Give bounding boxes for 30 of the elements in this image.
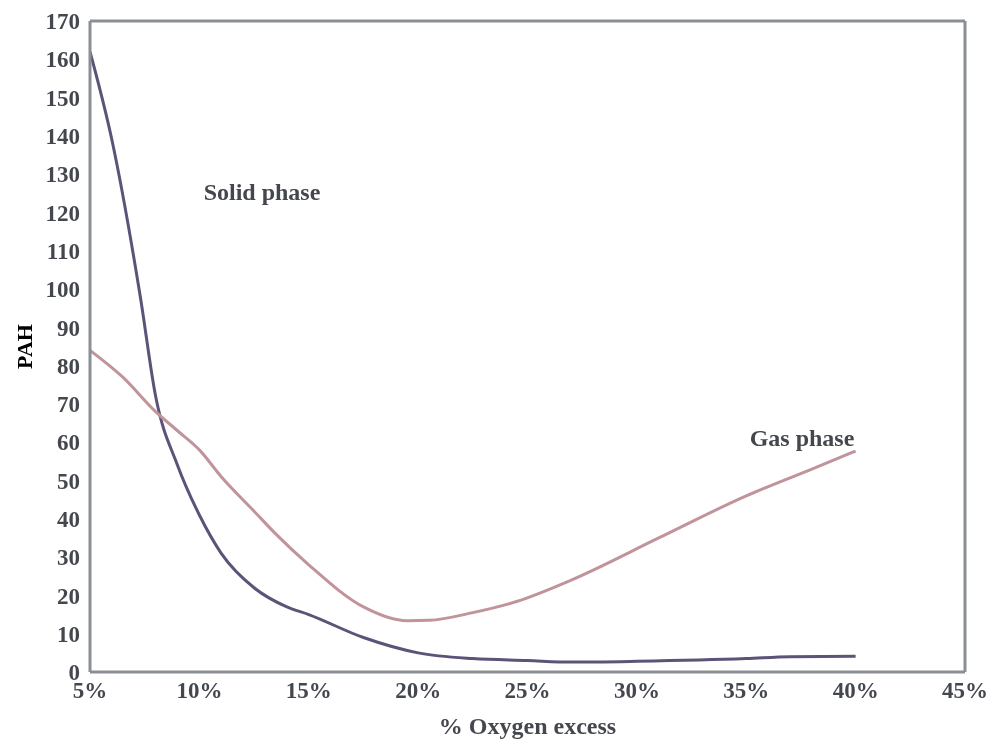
x-tick-label: 20% (395, 678, 442, 704)
x-tick-label: 25% (504, 678, 551, 704)
x-tick-label: 40% (832, 678, 879, 704)
y-tick-label: 150 (45, 85, 80, 111)
y-tick-label: 160 (45, 47, 80, 73)
x-tick-label: 35% (723, 678, 770, 704)
annotation: Gas phase (749, 425, 855, 451)
y-tick-label: 110 (46, 238, 80, 264)
y-tick-label: 100 (45, 277, 80, 303)
y-tick-label: 10 (57, 621, 80, 647)
y-tick-label: 90 (57, 315, 80, 341)
y-tick-label: 30 (57, 545, 80, 571)
y-tick-label: 70 (57, 392, 80, 418)
y-tick-label: 140 (45, 124, 80, 150)
x-tick-label: 45% (942, 678, 988, 704)
y-tick-label: 170 (45, 9, 80, 35)
y-tick-label: 40 (57, 506, 80, 532)
y-tick-label: 20 (57, 583, 80, 609)
annotation: Solid phase (203, 179, 321, 205)
y-tick-label: 130 (45, 162, 80, 188)
x-tick-label: 30% (613, 678, 660, 704)
y-axis-title: PAH (11, 324, 37, 369)
y-tick-label: 50 (57, 468, 80, 494)
x-axis-title: % Oxygen excess (438, 713, 617, 739)
line-series (90, 348, 858, 623)
y-tick-label: 80 (57, 353, 80, 379)
x-tick-label: 15% (285, 678, 332, 704)
y-tick-label: 120 (45, 200, 80, 226)
y-tick-label: 60 (57, 430, 80, 456)
x-tick-label: 10% (176, 678, 223, 704)
